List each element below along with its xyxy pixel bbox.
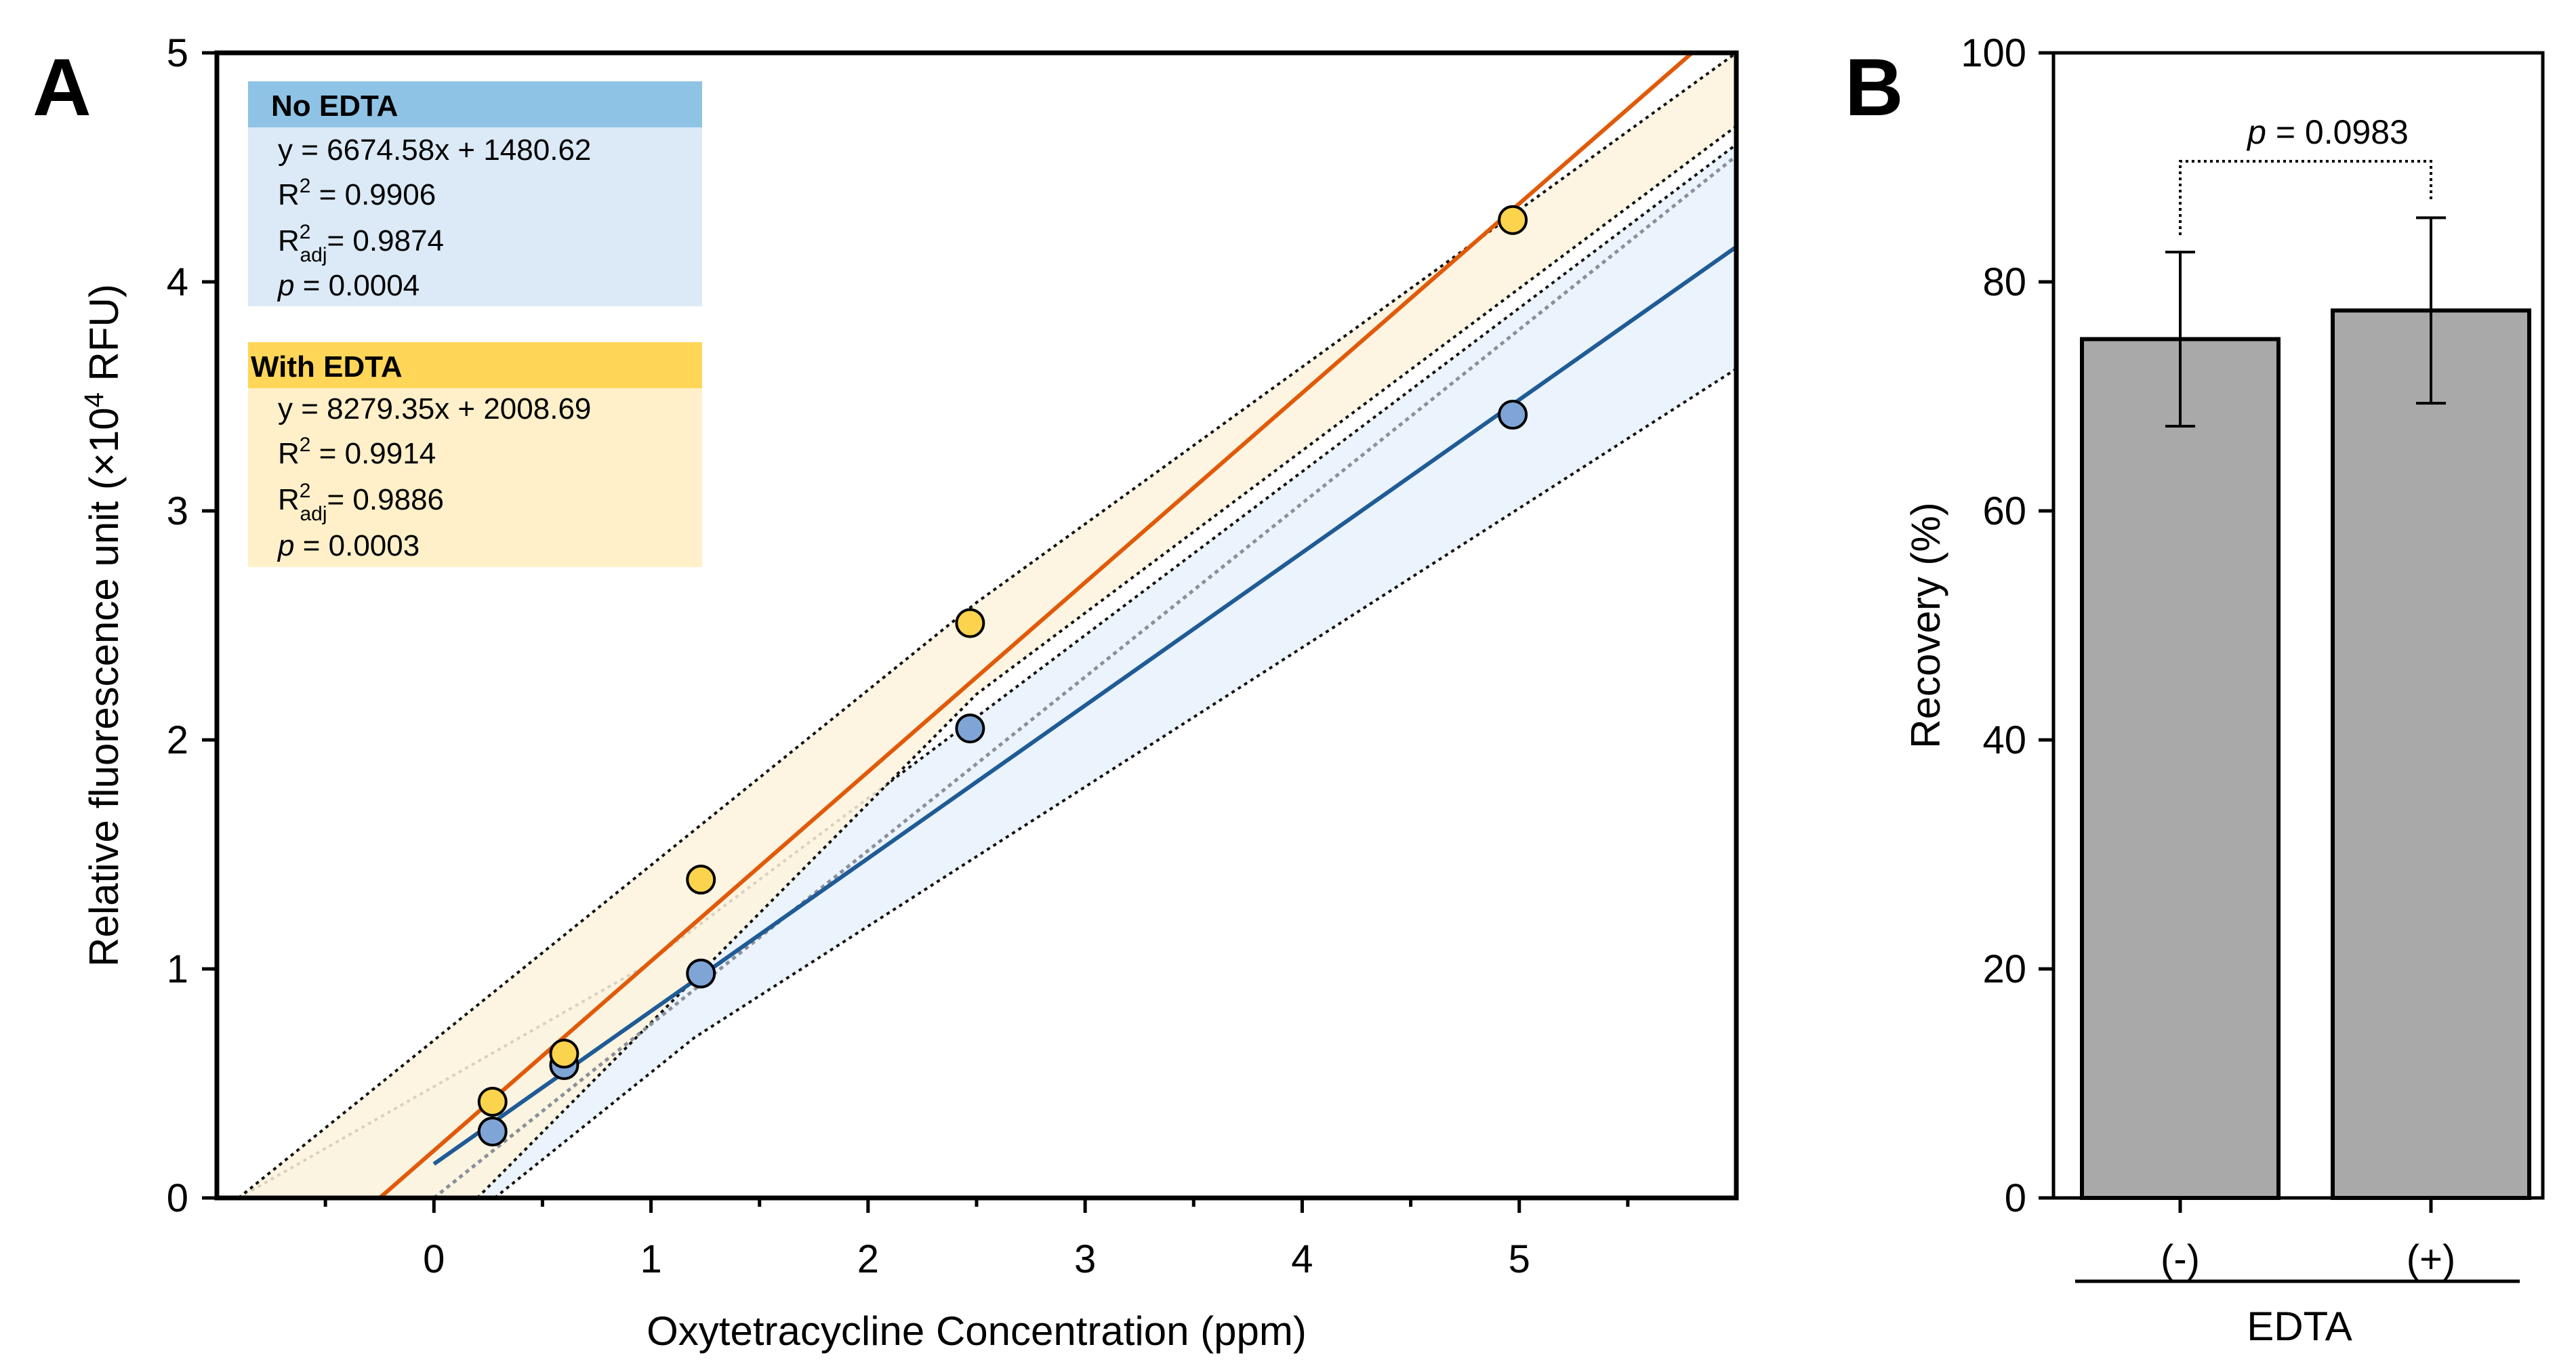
panel-b-bar-chart: B 0 20 40 60 80 100 (-) (+) p = 0.0983 EDTA Rec… (1845, 31, 2545, 1349)
x-tick-label-a-5: 5 (1509, 1237, 1530, 1281)
legend-no-edta-p: p = 0.0004 (277, 269, 420, 302)
legend-with-edta-header (248, 342, 702, 388)
x-tick-label-b-0: (-) (2161, 1237, 2200, 1281)
legend-with-edta-r2adj: R2 adj= 0.9886 (278, 480, 444, 525)
legend-with-edta: With EDTA y = 8279.35x + 2008.69 R2 = 0.… (248, 342, 702, 567)
y-tick-label-b-4: 80 (1982, 260, 2026, 304)
y-axis-label-times: ×10 (81, 407, 127, 476)
y-tick-label-a-1: 1 (167, 947, 188, 991)
legend-no-edta-r2: R2 = 0.9906 (278, 175, 436, 211)
legend-with-edta-p: p = 0.0003 (277, 529, 420, 562)
point-0-4 (1498, 400, 1528, 430)
y-tick-label-a-5: 5 (167, 31, 188, 75)
y-axis-label-exponent: 4 (79, 392, 109, 407)
fit-line-0 (432, 245, 1736, 1166)
x-tick-label-a-2: 2 (857, 1237, 879, 1281)
y-tick-label-b-0: 0 (2005, 1176, 2026, 1220)
point-1-2 (686, 865, 716, 895)
y-axis-label-b: Recovery (%) (1903, 502, 1948, 748)
point-0-3 (955, 713, 985, 744)
x-tick-label-a-4: 4 (1291, 1237, 1313, 1281)
identity-reference-line (432, 154, 1736, 1198)
legend-no-edta-header (248, 81, 702, 127)
significance-bracket (2179, 160, 2432, 236)
significance-bracket-line (2179, 160, 2432, 236)
y-tick-label-b-2: 40 (1982, 718, 2026, 762)
significance-p-value: p = 0.0983 (2246, 113, 2409, 151)
y-axis-label-main: Relative fluorescence unit ( (81, 476, 127, 967)
panel-b-letter: B (1845, 42, 1904, 133)
y-tick-label-b-3: 60 (1982, 489, 2026, 533)
plot-frame-b (2051, 51, 2545, 1200)
x-axis-label-b: EDTA (2247, 1304, 2352, 1349)
axis-ticks-a: 0 1 2 3 4 5 0 1 2 3 4 5 (167, 31, 1630, 1281)
panel-a-scatter-chart: A 0 1 2 3 4 5 0 1 2 3 4 5 Oxytetracycline Concentra… (33, 31, 1739, 1354)
y-tick-label-a-4: 4 (167, 260, 188, 304)
y-tick-label-a-3: 3 (167, 489, 188, 533)
point-1-3 (955, 608, 985, 638)
panel-a-letter: A (33, 42, 91, 133)
legend-no-edta: No EDTA y = 6674.58x + 1480.62 R2 = 0.99… (248, 81, 702, 306)
band-lower-edge-0 (493, 367, 1736, 1198)
point-1-0 (477, 1087, 508, 1117)
x-tick-label-a-3: 3 (1074, 1237, 1096, 1281)
legend-no-edta-body (248, 127, 702, 306)
y-tick-label-a-0: 0 (167, 1176, 188, 1220)
x-axis-label-a: Oxytetracycline Concentration (ppm) (647, 1308, 1307, 1354)
y-tick-label-a-2: 2 (167, 718, 188, 762)
x-tick-label-a-1: 1 (640, 1237, 661, 1281)
bar-1 (2331, 308, 2531, 1200)
legend-no-edta-title: No EDTA (271, 89, 398, 123)
legend-with-edta-body (248, 388, 702, 567)
legend-no-edta-equation: y = 6674.58x + 1480.62 (278, 133, 591, 167)
y-axis-label-a: Relative fluorescence unit (×104 RFU) (79, 284, 127, 967)
band-lower-edge-1 (476, 125, 1736, 1198)
y-axis-label-end: RFU) (81, 284, 127, 392)
x-tick-label-a-0: 0 (423, 1237, 445, 1281)
point-1-4 (1498, 205, 1528, 235)
point-0-2 (686, 958, 716, 989)
legend-with-edta-equation: y = 8279.35x + 2008.69 (278, 392, 591, 426)
bars (2080, 216, 2531, 1200)
point-0-0 (477, 1116, 508, 1146)
legend-with-edta-title: With EDTA (251, 350, 403, 384)
y-tick-label-b-1: 20 (1982, 947, 2026, 991)
legend-with-edta-r2: R2 = 0.9914 (278, 434, 436, 470)
bar-0 (2080, 337, 2281, 1200)
x-tick-label-b-1: (+) (2407, 1237, 2456, 1281)
point-1-1 (549, 1039, 579, 1069)
data-points (477, 205, 1528, 1146)
y-tick-label-b-5: 100 (1961, 31, 2026, 75)
legend-no-edta-r2adj: R2 adj= 0.9874 (278, 221, 444, 266)
axis-ticks-b: 0 20 40 60 80 100 (-) (+) (1961, 31, 2455, 1281)
